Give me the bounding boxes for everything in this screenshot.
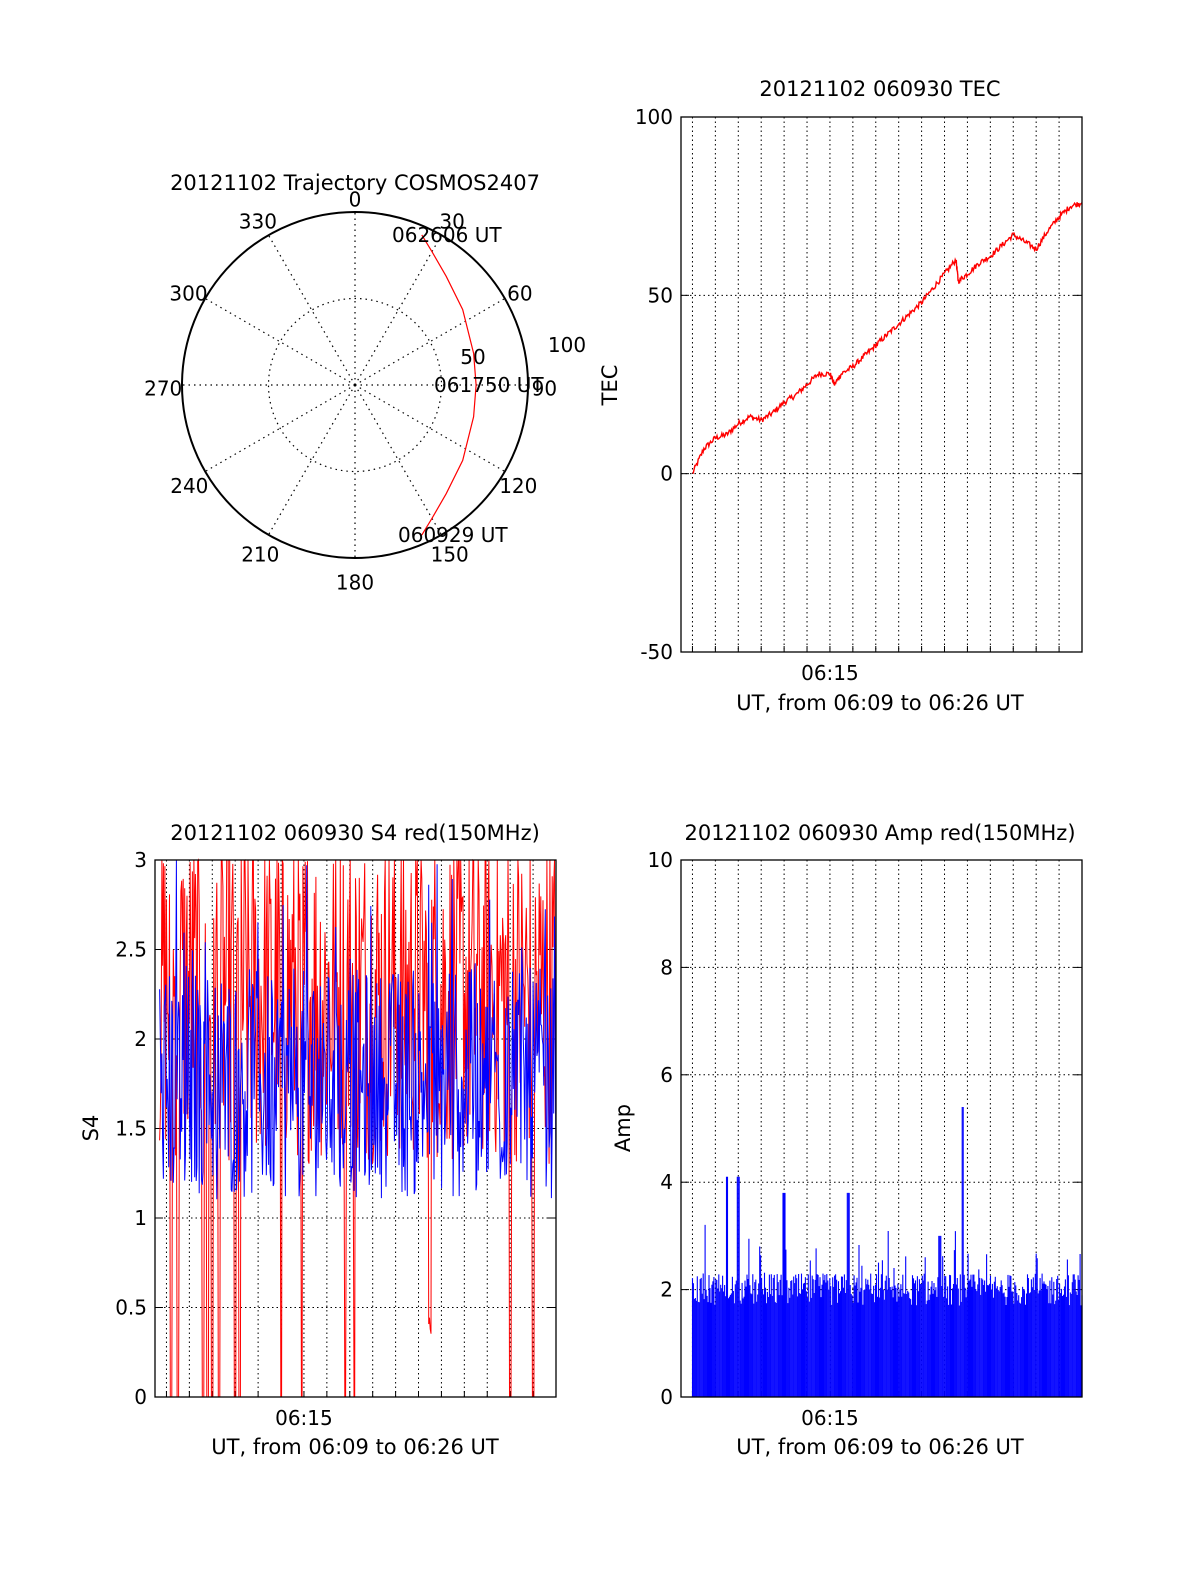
polar-radius-label: 100	[548, 333, 586, 357]
tec-ylabel: TEC	[598, 365, 622, 407]
polar-angle-label: 300	[169, 282, 207, 306]
s4-xtick-label: 06:15	[275, 1406, 333, 1430]
s4-title: 20121102 060930 S4 red(150MHz)	[170, 821, 540, 845]
s4-ytick-label: 3	[134, 848, 147, 872]
s4-blue-series-line	[159, 859, 557, 1200]
tec-title: 20121102 060930 TEC	[759, 77, 1000, 101]
polar-angle-label: 270	[144, 377, 182, 401]
s4-ytick-label: 1	[134, 1206, 147, 1230]
polar-spoke	[267, 234, 356, 386]
amp-ytick-label: 0	[660, 1385, 673, 1409]
polar-angle-label: 240	[170, 474, 208, 498]
trajectory-start-label: 060929 UT	[398, 523, 508, 547]
tec-ytick-label: 50	[648, 283, 673, 307]
s4-ytick-label: 2	[134, 1027, 147, 1051]
s4-frame	[154, 859, 557, 1398]
amp-xtick-label: 06:15	[801, 1406, 859, 1430]
s4-xlabel: UT, from 06:09 to 06:26 UT	[211, 1435, 499, 1459]
trajectory-end-label: 062606 UT	[392, 223, 502, 247]
tec-series-line	[692, 201, 1083, 474]
s4-ytick-label: 0	[134, 1385, 147, 1409]
polar-angle-label: 150	[431, 542, 469, 566]
polar-angle-label: 120	[499, 474, 537, 498]
amp-panel: 20121102 060930 Amp red(150MHz) UT, from…	[611, 821, 1083, 1459]
amp-bars	[691, 1107, 1083, 1397]
tec-xtick-label: 06:15	[801, 661, 859, 685]
amp-ytick-label: 8	[660, 955, 673, 979]
amp-ylabel: Amp	[611, 1104, 635, 1152]
polar-angle-label: 0	[349, 188, 362, 212]
amp-title: 20121102 060930 Amp red(150MHz)	[684, 821, 1075, 845]
polar-spoke	[267, 384, 356, 536]
amp-ytick-label: 10	[648, 848, 673, 872]
polar-spoke	[354, 384, 506, 473]
polar-angle-label: 90	[532, 377, 557, 401]
polar-spoke	[204, 384, 356, 473]
s4-ylabel: S4	[79, 1115, 103, 1142]
polar-spoke	[354, 297, 506, 386]
tec-frame	[680, 116, 1083, 653]
tec-ytick-label: 0	[660, 462, 673, 486]
tec-panel: 20121102 060930 TEC UT, from 06:09 to 06…	[598, 77, 1083, 715]
polar-trajectory-panel: 20121102 Trajectory COSMOS2407 0 30 60 90 12…	[144, 171, 586, 594]
polar-title: 20121102 Trajectory COSMOS2407	[170, 171, 540, 195]
amp-ytick-label: 2	[660, 1278, 673, 1302]
amp-xlabel: UT, from 06:09 to 06:26 UT	[736, 1435, 1024, 1459]
polar-angle-label: 60	[507, 282, 532, 306]
tec-xlabel: UT, from 06:09 to 06:26 UT	[736, 691, 1024, 715]
polar-angle-label: 330	[239, 210, 277, 234]
trajectory-line	[421, 234, 477, 536]
s4-panel: 20121102 060930 S4 red(150MHz) UT, from …	[79, 821, 557, 1459]
polar-spoke	[354, 384, 443, 536]
polar-outer-ring	[181, 211, 529, 559]
amp-ytick-label: 6	[660, 1063, 673, 1087]
s4-ytick-label: 1.5	[115, 1117, 147, 1141]
tec-ytick-label: -50	[640, 640, 673, 664]
polar-angle-label: 180	[336, 570, 374, 594]
polar-spoke	[354, 234, 443, 386]
trajectory-mid-label: 061750 UT	[434, 373, 544, 397]
polar-spoke	[204, 297, 356, 386]
polar-angle-label: 30	[439, 210, 464, 234]
polar-angle-label: 210	[241, 542, 279, 566]
s4-ytick-label: 0.5	[115, 1296, 147, 1320]
s4-ytick-label: 2.5	[115, 938, 147, 962]
amp-ytick-label: 4	[660, 1170, 673, 1194]
polar-inner-ring	[267, 297, 443, 473]
tec-ytick-label: 100	[635, 105, 673, 129]
amp-frame	[680, 859, 1083, 1398]
